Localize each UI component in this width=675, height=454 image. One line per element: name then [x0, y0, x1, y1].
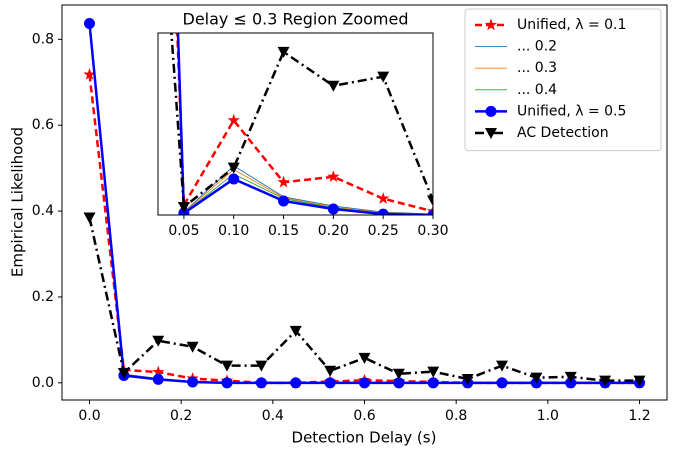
series-line	[88, 74, 640, 385]
marker	[327, 80, 340, 92]
marker	[633, 375, 646, 387]
x-tick-label: 0.2	[170, 408, 192, 424]
x-tick-label: 0.25	[368, 223, 399, 239]
y-tick-label: 0.6	[32, 117, 54, 133]
marker	[427, 209, 433, 215]
marker	[84, 17, 95, 29]
marker	[327, 170, 340, 183]
marker	[255, 360, 268, 372]
legend-marker	[484, 18, 498, 31]
legend-label: Unified, λ = 0.5	[517, 103, 626, 119]
x-tick-label: 1.0	[537, 408, 559, 424]
x-tick-label: 1.2	[628, 408, 650, 424]
marker	[277, 46, 290, 58]
marker	[228, 173, 240, 185]
plot-area	[158, 33, 433, 215]
y-tick-label: 0.8	[32, 31, 54, 47]
x-tick-label: 0.05	[168, 223, 199, 239]
x-tick-label: 0.6	[353, 408, 375, 424]
inset-plot: Delay ≤ 0.3 Region Zoomed 0.05 0.10 0.15 0.2…	[157, 10, 449, 239]
y-axis-label: Empirical Likelihood	[9, 127, 27, 277]
marker	[377, 192, 390, 204]
marker	[392, 368, 405, 380]
plot-frame	[61, 4, 668, 401]
x-tick-label: 0.30	[417, 223, 448, 239]
marker	[186, 341, 199, 353]
legend-label: ... 0.3	[517, 60, 557, 76]
inset-title: Delay ≤ 0.3 Region Zoomed	[183, 10, 409, 29]
series-line	[88, 217, 640, 382]
marker	[564, 371, 577, 383]
legend-box	[464, 8, 662, 152]
y-tick-label: 0.0	[32, 375, 54, 391]
marker	[152, 373, 164, 385]
marker	[496, 377, 508, 389]
y-tick-label: 0.2	[32, 289, 54, 305]
legend: Unified, λ = 0.1 ... 0.2 ... 0.3 ... 0.4 Uni…	[464, 8, 662, 152]
marker	[530, 372, 543, 384]
marker	[277, 175, 290, 188]
marker	[83, 212, 96, 224]
x-tick-label: 0.20	[318, 223, 349, 239]
x-tick-label: 0.15	[268, 223, 299, 239]
plot-frame	[157, 32, 434, 216]
legend-marker	[485, 128, 497, 139]
legend-label: ... 0.2	[517, 39, 557, 55]
x-tick-label: 0.8	[445, 408, 467, 424]
marker	[599, 375, 612, 387]
marker	[290, 377, 302, 389]
series-group	[170, 33, 433, 215]
marker	[177, 201, 190, 213]
marker	[152, 335, 165, 347]
marker	[227, 113, 240, 126]
marker	[358, 352, 371, 364]
marker	[377, 71, 390, 83]
legend-label: AC Detection	[517, 125, 609, 141]
marker	[221, 360, 233, 372]
marker	[221, 377, 233, 389]
marker	[427, 195, 433, 207]
marker	[427, 366, 440, 378]
marker	[377, 208, 389, 215]
marker	[324, 377, 336, 389]
y-tick-label: 0.4	[32, 203, 54, 219]
marker	[187, 376, 199, 388]
x-tick-label: 0.10	[218, 223, 249, 239]
legend-label: Unified, λ = 0.1	[517, 17, 626, 33]
legend-label: ... 0.4	[517, 82, 557, 98]
marker	[255, 377, 267, 389]
series-group	[83, 17, 646, 389]
marker	[359, 377, 370, 389]
marker	[427, 377, 439, 389]
marker	[278, 195, 290, 207]
marker	[289, 325, 302, 337]
marker	[461, 373, 474, 385]
marker	[117, 367, 130, 379]
marker	[227, 162, 240, 174]
marker	[324, 365, 337, 377]
marker	[152, 365, 165, 378]
marker	[327, 203, 339, 215]
x-tick-label: 0.4	[262, 408, 284, 424]
legend-marker	[485, 105, 497, 117]
marker	[496, 360, 508, 372]
marker	[83, 68, 96, 80]
x-tick-label: 0.0	[78, 408, 100, 424]
x-axis-label: Detection Delay (s)	[292, 429, 437, 447]
